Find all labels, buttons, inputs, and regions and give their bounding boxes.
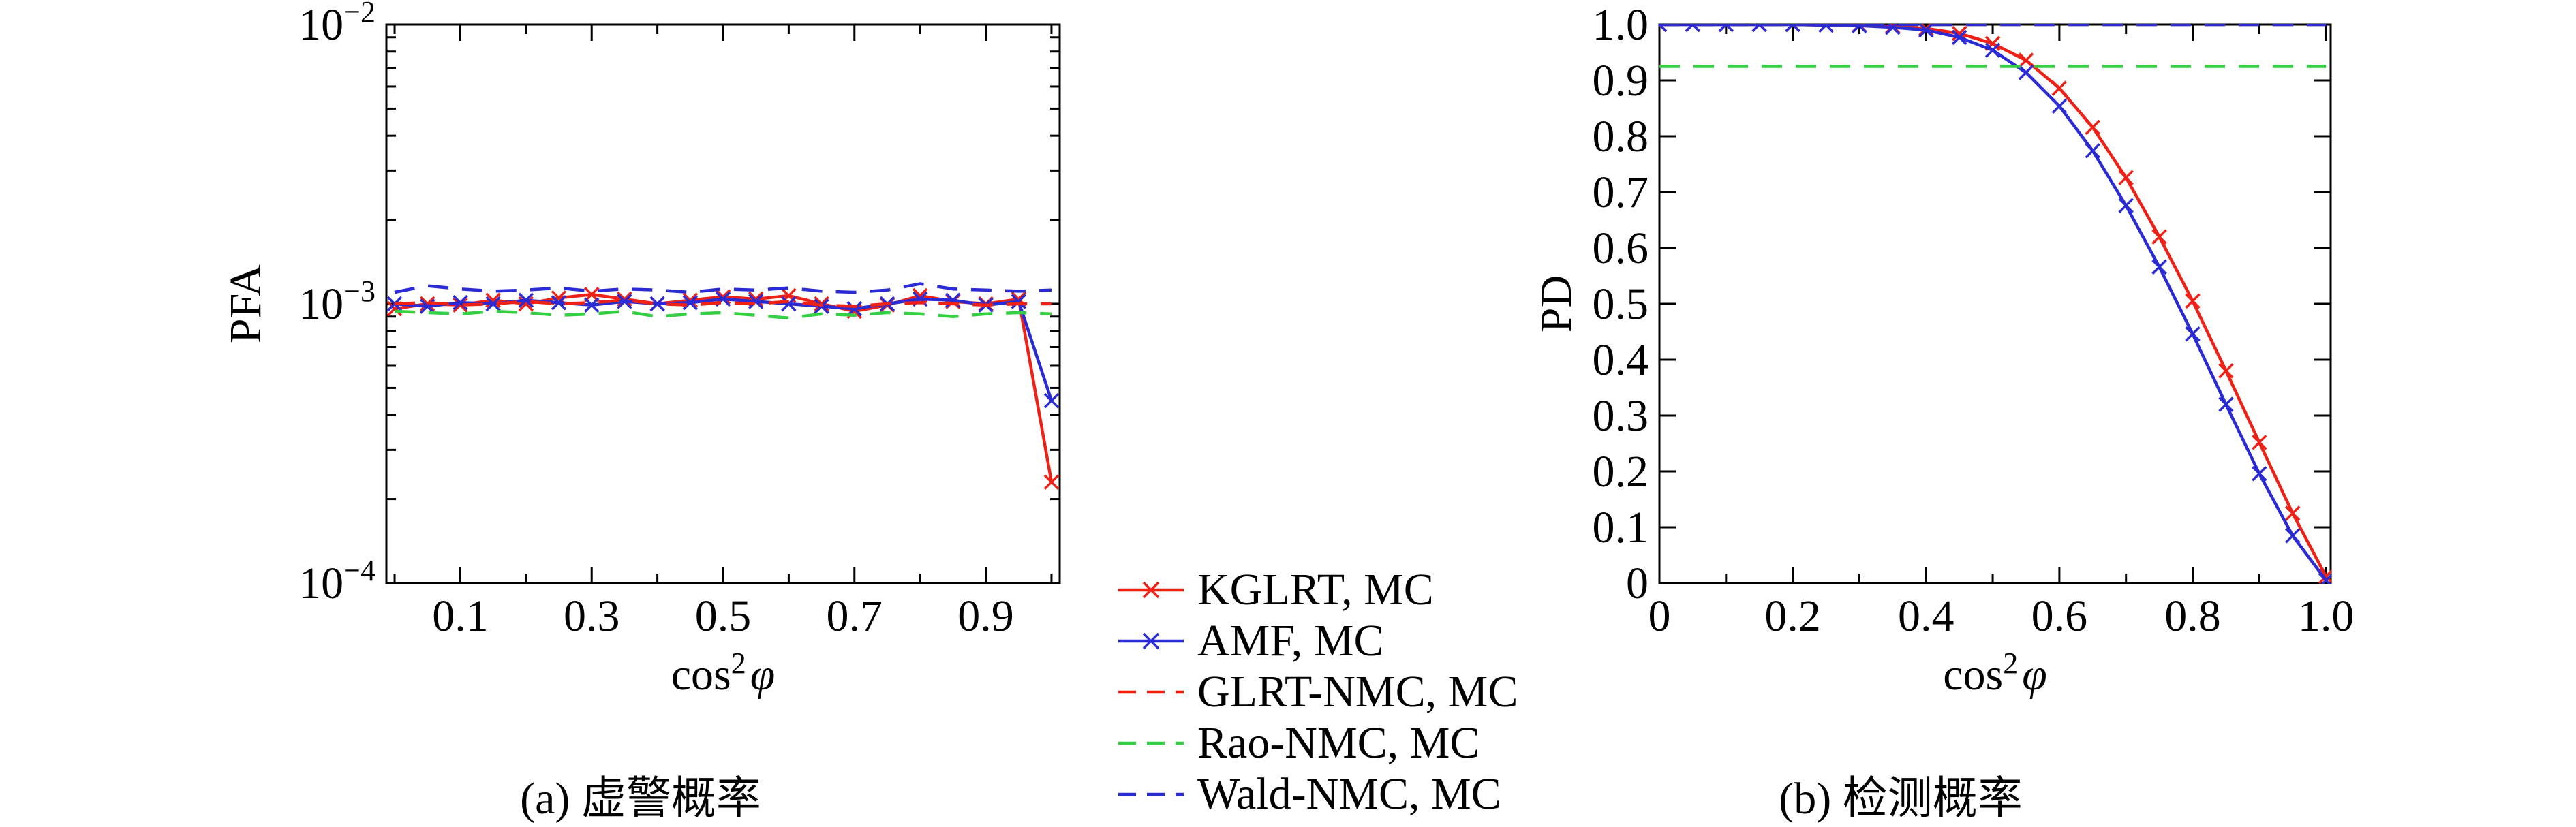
legend-item-rao-nmc-mc: Rao-NMC, MC	[1117, 717, 1518, 768]
series-amf-mc	[1659, 24, 2331, 584]
series-line	[394, 293, 1054, 483]
x-tick-label: 0.2	[1764, 591, 1821, 641]
series-markers	[386, 287, 1060, 490]
x-tick-label: 1.0	[2298, 591, 2355, 641]
series-glrt-nmc-mc	[394, 298, 1052, 308]
y-tick-label: 0.5	[1593, 279, 1649, 329]
series-markers	[386, 291, 1060, 409]
y-tick-label: 0	[1626, 559, 1649, 608]
y-axis-label: PD	[1531, 275, 1581, 332]
x-tick-label: 0.5	[695, 591, 752, 641]
legend-sample-kglrt-mc	[1118, 581, 1184, 598]
x-tick-label: 0.3	[564, 591, 620, 641]
caption-right: (b) 检测概率	[1779, 774, 2023, 824]
y-tick-label: 0.8	[1593, 112, 1649, 161]
series-amf-mc	[386, 291, 1060, 409]
pfa-chart: 0.1 0.3 0.5 0.7 0.9 10−4 10−3 10−2 PFA cos2φ	[221, 0, 1061, 700]
x-axis-label: cos2φ	[671, 646, 776, 700]
series-line	[1659, 24, 2328, 578]
legend-sample-glrt-nmc-mc	[1118, 690, 1184, 693]
legend-item-amf-mc: AMF, MC	[1117, 615, 1518, 666]
x-tick-label: 0.4	[1898, 591, 1954, 641]
y-tick-label: 1.0	[1593, 0, 1649, 50]
x-tick-label: 0.1	[432, 591, 489, 641]
y-tick-label: 0.6	[1593, 223, 1649, 273]
series-line	[394, 282, 1052, 294]
x-axis-label: cos2φ	[1943, 646, 2047, 700]
legend-item-label: GLRT-NMC, MC	[1197, 666, 1518, 717]
series-line	[394, 298, 1052, 308]
series-line	[394, 297, 1054, 401]
series-kglrt-mc	[1659, 24, 2331, 584]
pd-chart: 0 0.2 0.4 0.6 0.8 1.000.10.20.30.40.50.60.70.…	[1531, 0, 2354, 700]
caption-left: (a) 虚警概率	[520, 774, 761, 824]
y-tick-label: 0.3	[1593, 391, 1649, 441]
plot-frame	[1658, 23, 2332, 584]
series-line	[1659, 24, 2328, 582]
series-kglrt-mc	[386, 287, 1060, 490]
y-tick-label: 0.1	[1593, 503, 1649, 552]
legend-item-label: KGLRT, MC	[1197, 564, 1434, 614]
legend-item-label: AMF, MC	[1197, 615, 1384, 666]
y-tick-label: 0.9	[1593, 56, 1649, 106]
legend-item-label: Wald-NMC, MC	[1197, 768, 1501, 819]
series-rao-nmc-mc	[394, 309, 1052, 320]
series-wald-nmc-mc	[394, 282, 1052, 294]
x-tick-label: 0.8	[2164, 591, 2221, 641]
legend-sample-rao-nmc-mc	[1118, 741, 1184, 745]
legend-item-wald-nmc-mc: Wald-NMC, MC	[1117, 768, 1518, 820]
series-markers	[1659, 24, 2331, 584]
x-tick-label: 0.7	[827, 591, 883, 641]
legend-item-kglrt-mc: KGLRT, MC	[1117, 564, 1518, 615]
x-tick-label: 0.6	[2031, 591, 2088, 641]
legend-sample-wald-nmc-mc	[1118, 792, 1184, 796]
y-tick-label: 10−4	[298, 554, 375, 608]
legend-item-glrt-nmc-mc: GLRT-NMC, MC	[1117, 666, 1518, 717]
y-tick-label: 0.4	[1593, 335, 1649, 385]
y-tick-label: 0.2	[1593, 447, 1649, 497]
legend-item-label: Rao-NMC, MC	[1197, 717, 1480, 768]
y-tick-label: 10−2	[298, 0, 375, 50]
y-axis-label: PFA	[221, 264, 271, 344]
series-line	[394, 309, 1052, 320]
y-tick-label: 10−3	[298, 275, 375, 329]
legend: KGLRT, MC AMF, MC GLRT-NMC, MC Rao-NMC, MC W…	[1117, 564, 1518, 820]
legend-sample-amf-mc	[1118, 632, 1184, 649]
x-tick-label: 0.9	[957, 591, 1014, 641]
y-tick-label: 0.7	[1593, 168, 1649, 217]
series-markers	[1659, 24, 2331, 584]
x-tick-label: 0	[1649, 591, 1671, 641]
